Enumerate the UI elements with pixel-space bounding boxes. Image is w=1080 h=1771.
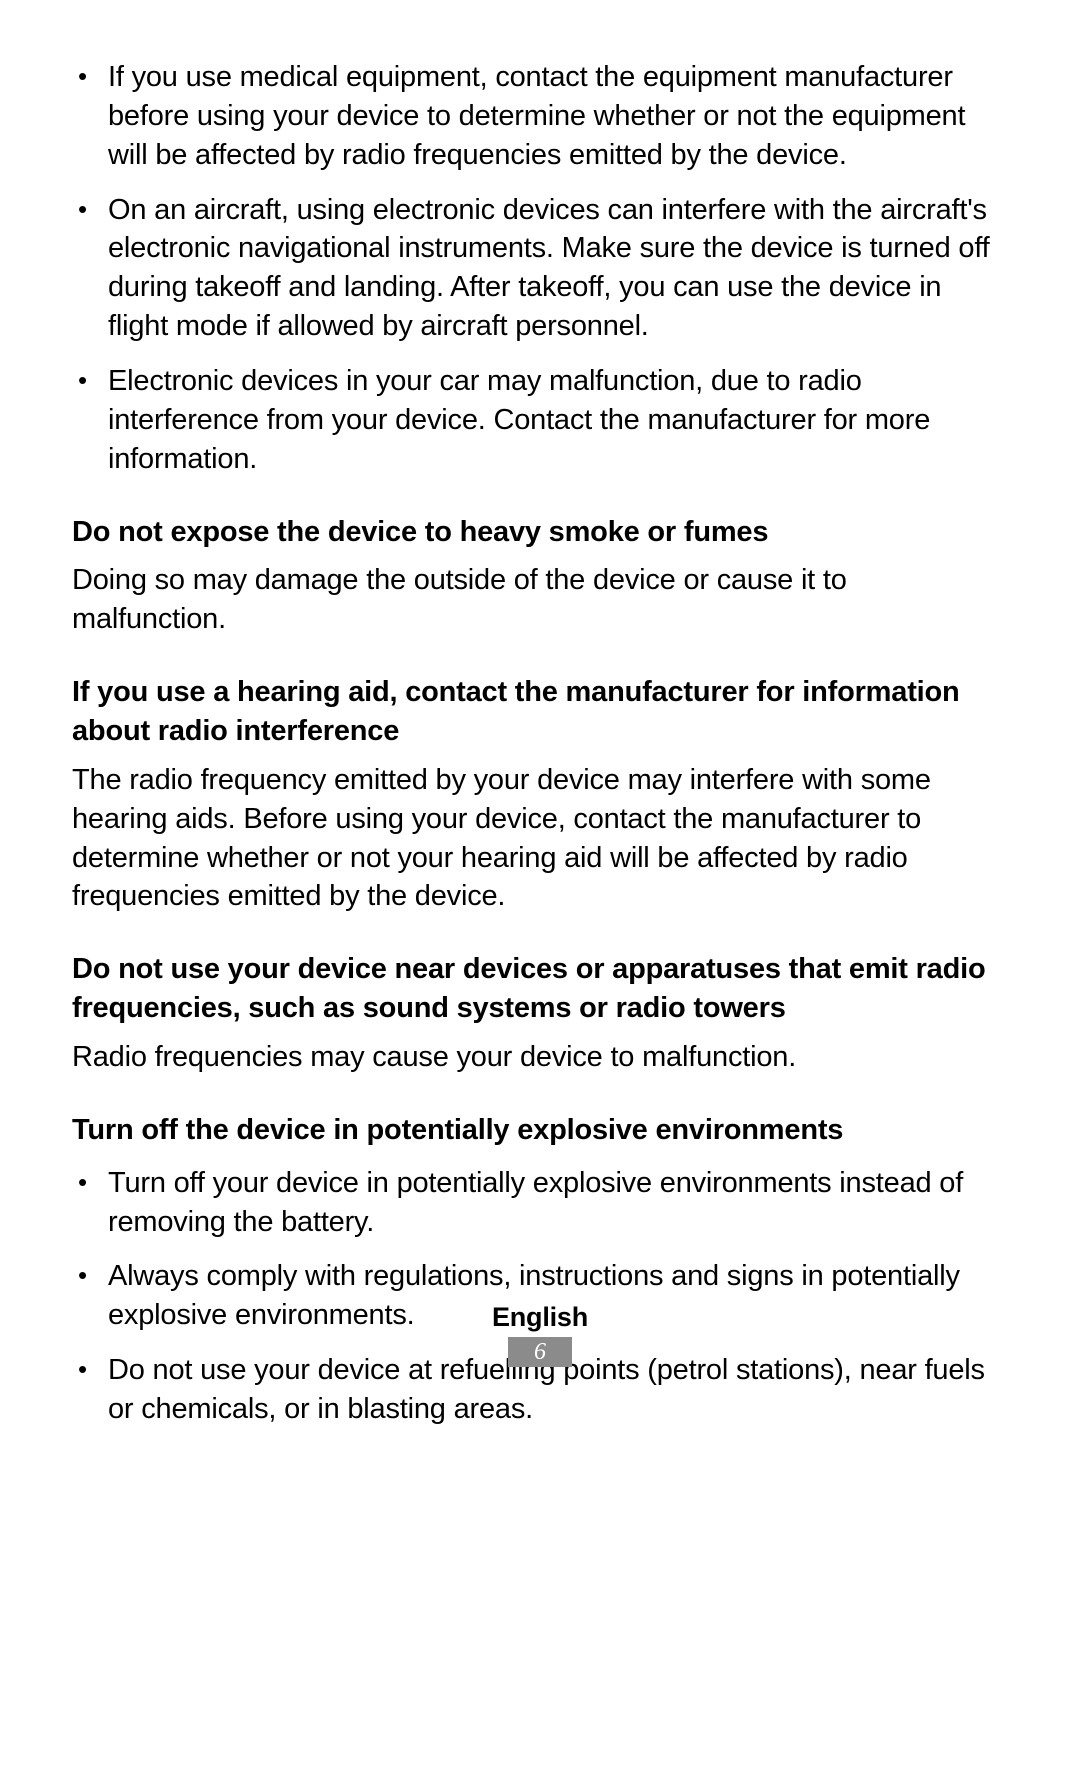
page-footer: English 6 xyxy=(0,1302,1080,1367)
list-item: Electronic devices in your car may malfu… xyxy=(72,362,1008,479)
explosive-bullet-list: Turn off your device in potentially expl… xyxy=(72,1164,1008,1429)
intro-bullet-list: If you use medical equipment, contact th… xyxy=(72,58,1008,479)
section-heading: Turn off the device in potentially explo… xyxy=(72,1111,1008,1150)
section-heading: Do not expose the device to heavy smoke … xyxy=(72,513,1008,552)
footer-language: English xyxy=(0,1302,1080,1333)
section-body: The radio frequency emitted by your devi… xyxy=(72,761,1008,916)
section-heading: Do not use your device near devices or a… xyxy=(72,950,1008,1028)
section-body: Radio frequencies may cause your device … xyxy=(72,1038,1008,1077)
section-heading: If you use a hearing aid, contact the ma… xyxy=(72,673,1008,751)
section-body: Doing so may damage the outside of the d… xyxy=(72,561,1008,639)
list-item: If you use medical equipment, contact th… xyxy=(72,58,1008,175)
document-page: If you use medical equipment, contact th… xyxy=(0,0,1080,1429)
list-item: Turn off your device in potentially expl… xyxy=(72,1164,1008,1242)
page-number-badge: 6 xyxy=(508,1337,572,1367)
list-item: On an aircraft, using electronic devices… xyxy=(72,191,1008,346)
